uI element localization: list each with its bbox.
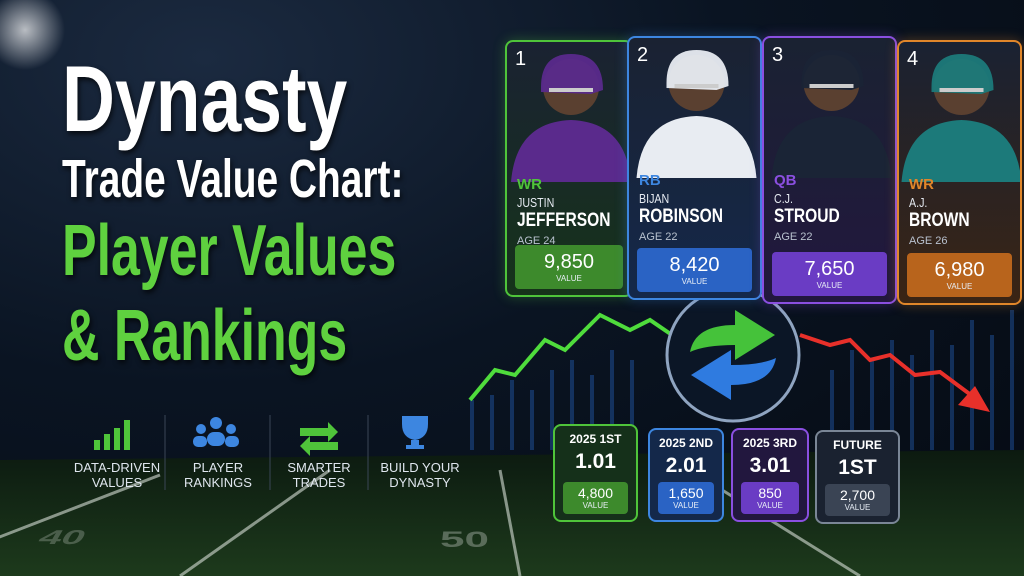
last-name: STROUD: [774, 206, 840, 227]
player-card: 3 QB C.J. STROUD AGE 22 7,650 VALUE: [762, 36, 897, 304]
position: WR: [517, 176, 542, 193]
value-caption: VALUE: [757, 501, 783, 510]
feature-label: SMARTER: [287, 460, 351, 475]
pick-number: 1ST: [838, 456, 877, 479]
rank: 1: [515, 48, 527, 70]
trend-down: [799, 333, 977, 400]
field-number: 50: [440, 527, 489, 553]
title-line: & Rankings: [62, 296, 348, 376]
value-box: 6,980 VALUE: [907, 253, 1012, 297]
value-caption: VALUE: [681, 277, 708, 286]
pick-number: 3.01: [749, 454, 791, 477]
value-caption: VALUE: [582, 501, 609, 510]
swap-arrow-green: [690, 310, 775, 360]
pick-label: 2025 1ST: [569, 432, 622, 446]
stadium-light: [0, 0, 65, 70]
value-caption: VALUE: [556, 274, 582, 283]
value-box: 8,420 VALUE: [637, 248, 752, 292]
rank: 4: [907, 48, 919, 70]
first-name: BIJAN: [639, 191, 670, 206]
swap-arrow-blue: [691, 350, 776, 400]
age: AGE 24: [517, 235, 556, 247]
value-box: 9,850 VALUE: [515, 245, 623, 289]
first-name: C.J.: [774, 191, 793, 206]
rank: 2: [637, 44, 649, 66]
pick-card: 2025 1ST 1.01 4,800 VALUE: [553, 424, 638, 522]
feature-dividers: [164, 415, 369, 490]
title-line: Dynasty: [62, 46, 348, 151]
value-box: 2,700 VALUE: [825, 484, 890, 516]
value: 1,650: [668, 485, 704, 501]
position: WR: [909, 176, 934, 193]
value-caption: VALUE: [844, 503, 871, 512]
value-caption: VALUE: [816, 281, 843, 290]
age: AGE 26: [909, 235, 948, 247]
pick-number: 2.01: [665, 454, 707, 477]
first-name: JUSTIN: [517, 195, 555, 210]
title-line: Trade Value Chart:: [62, 149, 404, 209]
age: AGE 22: [639, 231, 678, 243]
feature-label: VALUES: [91, 475, 143, 490]
swap-circle: [665, 287, 801, 423]
value: 6,980: [934, 259, 985, 281]
player-photo: [511, 54, 631, 182]
value: 850: [758, 485, 782, 501]
feature-label: RANKINGS: [184, 475, 252, 490]
value: 7,650: [804, 258, 855, 280]
feature-label: TRADES: [292, 475, 346, 490]
feature-label: BUILD YOUR: [380, 460, 460, 475]
value: 2,700: [839, 487, 876, 503]
value-box: 850 VALUE: [741, 482, 799, 514]
pick-number: 1.01: [575, 450, 616, 473]
player-card: 1 WR JUSTIN JEFFERSON AGE 24 9,850 VALUE: [505, 40, 633, 297]
player-card: 2 RB BIJAN ROBINSON AGE 22 8,420 VALUE: [627, 36, 762, 300]
player-card: 4 WR A.J. BROWN AGE 26 6,980 VALUE: [897, 40, 1022, 305]
bg-bars: [470, 310, 1014, 450]
pick-label: 2025 2ND: [658, 436, 714, 450]
trend-arrow: [958, 386, 990, 412]
last-name: ROBINSON: [639, 206, 723, 227]
player-photo: [901, 54, 1020, 182]
pick-card: FUTURE 1ST 2,700 VALUE: [815, 430, 900, 524]
player-photo: [636, 50, 757, 178]
position: QB: [774, 172, 797, 189]
value-caption: VALUE: [673, 501, 699, 510]
value: 8,420: [669, 254, 720, 276]
age: AGE 22: [774, 231, 813, 243]
position: RB: [639, 172, 661, 189]
feature-icons: [94, 416, 428, 456]
first-name: A.J.: [909, 195, 928, 210]
pick-card: 2025 2ND 2.01 1,650 VALUE: [648, 428, 724, 522]
last-name: BROWN: [909, 210, 970, 231]
pick-label: 2025 3RD: [742, 436, 798, 450]
title-line: Player Values: [62, 211, 397, 291]
value-box: 1,650 VALUE: [658, 482, 714, 514]
value: 4,800: [577, 485, 614, 501]
feature-label: DATA-DRIVEN: [73, 460, 161, 475]
rank: 3: [772, 44, 784, 66]
value-box: 4,800 VALUE: [563, 482, 628, 514]
player-photo: [771, 50, 892, 178]
value-caption: VALUE: [946, 282, 973, 291]
trend-up: [468, 312, 674, 402]
value: 9,850: [543, 251, 595, 273]
last-name: JEFFERSON: [517, 210, 611, 231]
feature-label: PLAYER: [192, 460, 244, 475]
feature-label: DYNASTY: [389, 475, 451, 490]
value-box: 7,650 VALUE: [772, 252, 887, 296]
pick-label: FUTURE: [833, 438, 882, 452]
pick-card: 2025 3RD 3.01 850 VALUE: [731, 428, 809, 522]
